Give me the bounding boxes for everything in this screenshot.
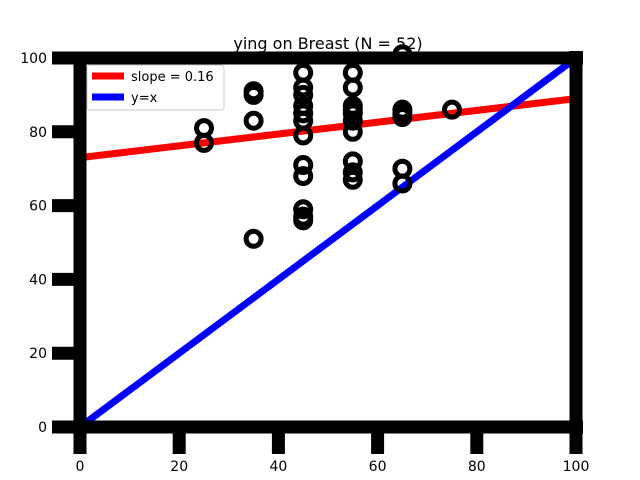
y-tick-label: 20	[29, 346, 47, 362]
x-tick-label: 80	[468, 459, 486, 475]
x-tick-label: 20	[170, 459, 188, 475]
data-point	[342, 110, 363, 131]
data-point	[342, 151, 363, 172]
plot-area: 0 20 40 60 80 100 0 20 40 60 80 100	[20, 44, 590, 475]
data-point	[293, 166, 314, 187]
y-tick-label: 60	[29, 199, 47, 215]
data-point	[243, 110, 264, 131]
fit-line-2	[80, 58, 576, 427]
data-point	[392, 107, 413, 128]
x-tick-label: 0	[76, 459, 85, 475]
data-point	[194, 132, 214, 153]
data-point	[293, 103, 314, 124]
fit-line-1	[80, 95, 576, 162]
legend-label: y=x	[131, 91, 158, 106]
data-point	[293, 77, 314, 98]
legend-label: slope = 0.16	[131, 70, 214, 85]
x-tick-label: 40	[269, 459, 287, 475]
data-point	[342, 103, 363, 124]
data-point	[243, 228, 264, 249]
y-tick-label: 100	[20, 51, 47, 67]
data-point	[293, 199, 314, 220]
data-point	[392, 173, 413, 194]
data-point	[342, 169, 363, 190]
data-point	[293, 125, 314, 146]
legend: slope = 0.16 y=x	[86, 64, 225, 111]
data-point	[342, 121, 363, 142]
data-point	[293, 84, 314, 105]
data-point	[293, 155, 314, 176]
y-tick-label: 80	[29, 125, 47, 141]
data-point	[442, 99, 462, 120]
data-point	[243, 84, 264, 105]
y-tick-label: 0	[38, 420, 47, 436]
y-tick-label: 40	[29, 272, 47, 288]
chart-title: ying on Breast (N = 52)	[233, 34, 422, 53]
x-tick-label: 100	[563, 459, 590, 475]
x-tick-label: 60	[369, 459, 387, 475]
data-point	[293, 210, 314, 231]
data-point	[342, 77, 363, 98]
data-point	[342, 162, 363, 183]
